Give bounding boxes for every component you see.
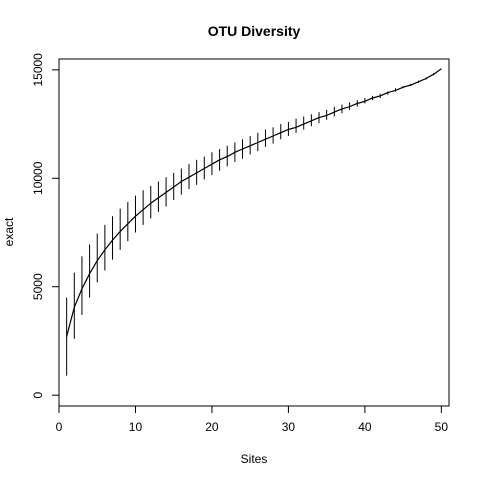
- x-tick-label: 50: [435, 420, 449, 434]
- x-tick-label: 30: [282, 420, 296, 434]
- plot-frame: [58, 58, 450, 407]
- chart-title: OTU Diversity: [208, 23, 301, 39]
- series-line: [66, 68, 442, 337]
- y-tick-label: 5000: [31, 273, 45, 300]
- x-tick-label: 10: [129, 420, 143, 434]
- x-tick-label: 0: [56, 420, 63, 434]
- y-axis: 0 5000 10000 15000: [31, 53, 60, 399]
- x-tick-label: 20: [205, 420, 219, 434]
- x-axis: 0 10 20 30 40 50: [56, 405, 449, 434]
- error-bars: [66, 73, 435, 376]
- x-axis-label: Sites: [241, 452, 268, 466]
- y-axis-label: exact: [2, 217, 16, 246]
- y-tick-label: 15000: [31, 53, 45, 87]
- y-tick-label: 0: [31, 392, 45, 399]
- x-tick-label: 40: [358, 420, 372, 434]
- y-tick-label: 10000: [31, 161, 45, 195]
